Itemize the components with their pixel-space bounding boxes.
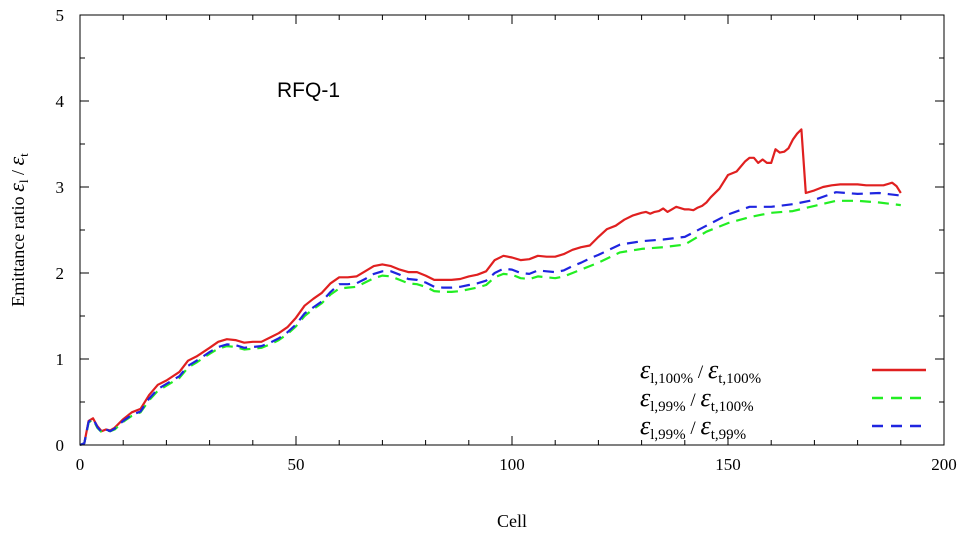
y-axis-title-subscript-2: t	[16, 153, 31, 157]
x-tick-label-1: 50	[288, 455, 305, 474]
legend-2-sub1: l,99%	[650, 399, 685, 415]
legend-1-eps2: ε	[708, 355, 719, 384]
y-tick-label-0: 0	[56, 436, 65, 455]
legend-label-1: εl,100% / εt,100%	[640, 355, 761, 387]
plot-frame	[79, 14, 945, 446]
y-axis-title: Emittance ratio εl / εt	[4, 153, 31, 307]
legend-1-slash: /	[693, 362, 708, 383]
series-1-line	[79, 128, 902, 447]
legend-1-sub1: l,100%	[650, 371, 693, 387]
x-tick-label-4: 200	[931, 455, 957, 474]
x-tick-label-2: 100	[499, 455, 525, 474]
legend-1-eps1: ε	[640, 355, 651, 384]
legend-label-2: εl,99% / εt,100%	[640, 383, 754, 415]
x-tick-label-0: 0	[76, 455, 85, 474]
y-tick-label-5: 5	[56, 6, 65, 25]
legend-2-slash: /	[686, 390, 701, 411]
y-tick-label-2: 2	[56, 264, 65, 283]
legend-2-sub2: t,100%	[711, 399, 754, 415]
series-3-line	[79, 191, 901, 447]
y-axis-title-epsilon-2: ε	[4, 157, 29, 166]
legend-label-3: εl,99% / εt,99%	[640, 411, 746, 443]
y-tick-label-4: 4	[56, 92, 65, 111]
y-axis-title-epsilon-1: ε	[4, 183, 29, 192]
series-2-line	[79, 199, 901, 447]
chart-annotation: RFQ-1	[277, 79, 340, 102]
plot-lines	[79, 128, 902, 447]
x-tick-label-3: 150	[715, 455, 741, 474]
y-axis-title-subscript-1: l	[16, 179, 31, 183]
legend-3-sub1: l,99%	[650, 427, 685, 443]
legend-3-sub2: t,99%	[711, 427, 746, 443]
x-axis-ticks: 0 50 100 150 200	[76, 15, 957, 474]
y-axis-title-text: Emittance ratio	[8, 192, 28, 307]
legend-3-eps1: ε	[640, 411, 651, 440]
y-tick-label-3: 3	[56, 178, 65, 197]
x-axis-title: Cell	[497, 511, 527, 531]
legend-1-sub2: t,100%	[718, 371, 761, 387]
y-axis-ticks: 0 1 2 3 4 5	[56, 6, 944, 455]
legend-3-slash: /	[686, 418, 701, 439]
y-axis-title-slash: /	[8, 166, 28, 180]
legend-2-eps2: ε	[700, 383, 711, 412]
y-tick-label-1: 1	[56, 350, 65, 369]
legend: εl,100% / εt,100%εl,99% / εt,100%εl,99% …	[640, 355, 926, 443]
legend-2-eps1: ε	[640, 383, 651, 412]
legend-3-eps2: ε	[700, 411, 711, 440]
